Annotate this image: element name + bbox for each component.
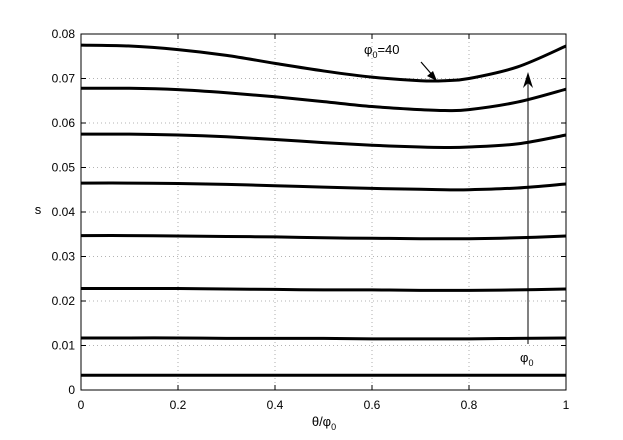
series-line-8 xyxy=(80,43,567,83)
annotation-pointer-head xyxy=(427,71,437,81)
y-tick-label: 0.01 xyxy=(52,339,76,353)
increase-arrow-label: φ0 xyxy=(520,350,533,368)
x-tick-label: 1 xyxy=(563,398,570,412)
x-tick-label: 0.2 xyxy=(170,398,187,412)
x-tick-label: 0.4 xyxy=(267,398,284,412)
x-axis-label: θ/φ0 xyxy=(312,414,336,432)
tick-marks xyxy=(80,33,567,391)
series-line-2 xyxy=(80,336,567,341)
y-tick-label: 0.04 xyxy=(52,205,76,219)
series-line-4 xyxy=(80,234,567,241)
y-tick-label: 0 xyxy=(68,383,75,397)
x-tick-labels: 0 0.2 0.4 0.6 0.8 1 xyxy=(78,398,570,412)
series-line-7 xyxy=(80,86,567,113)
x-tick-label: 0.8 xyxy=(461,398,478,412)
x-tick-label: 0.6 xyxy=(364,398,381,412)
x-tick-label: 0 xyxy=(78,398,85,412)
y-tick-label: 0.07 xyxy=(52,72,76,86)
y-tick-label: 0.08 xyxy=(52,27,76,41)
top-curve-annotation: φ0=40 xyxy=(364,42,400,60)
y-tick-label: 0.02 xyxy=(52,294,76,308)
grid-lines xyxy=(81,34,566,390)
increase-arrow-head xyxy=(523,72,533,88)
series-line-5 xyxy=(80,181,567,192)
y-axis-label: s xyxy=(35,202,42,217)
y-tick-labels: 0 0.01 0.02 0.03 0.04 0.05 0.06 0.07 0.08 xyxy=(52,27,76,397)
series-line-3 xyxy=(81,287,567,292)
y-tick-label: 0.06 xyxy=(52,116,76,130)
series-group xyxy=(80,43,567,377)
series-line-6 xyxy=(80,132,567,149)
y-tick-label: 0.03 xyxy=(52,250,76,264)
y-tick-label: 0.05 xyxy=(52,161,76,175)
